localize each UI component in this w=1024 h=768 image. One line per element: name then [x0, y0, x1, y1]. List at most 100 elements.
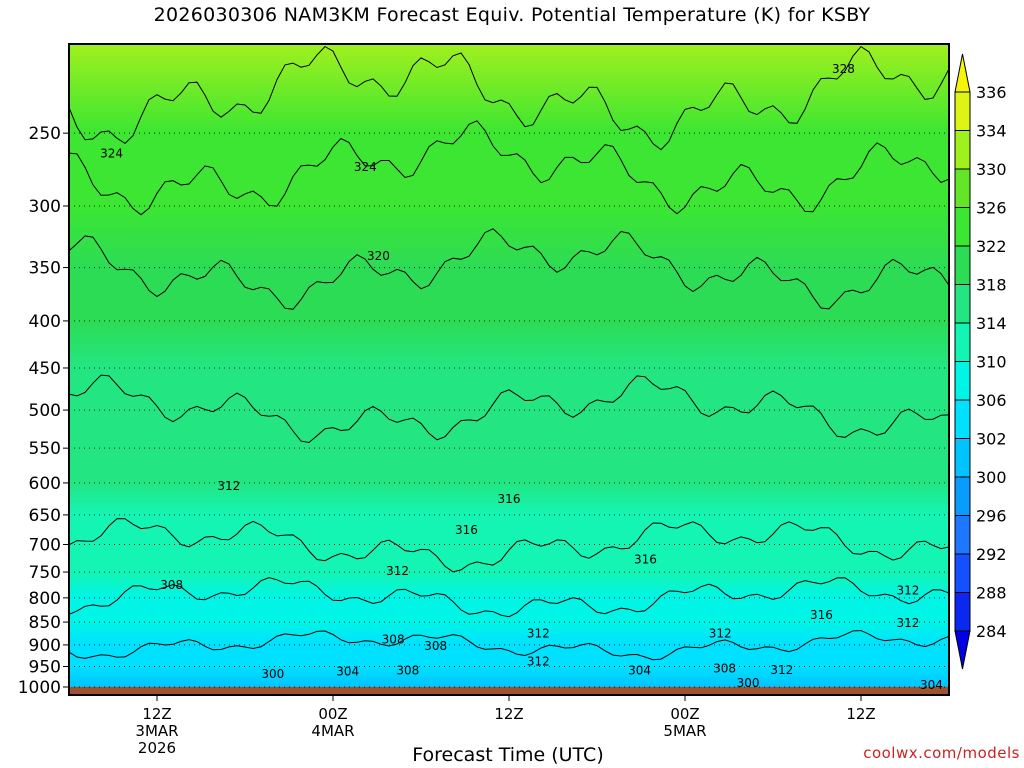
contour-label-22: 304	[628, 664, 651, 678]
y-tick-label-850: 850	[29, 613, 61, 633]
colorbar-label-322: 322	[976, 237, 1007, 256]
isotherm-contours	[69, 45, 949, 661]
contour-label-8: 312	[217, 479, 240, 493]
contour-label-24: 300	[261, 667, 284, 681]
colorbar-box-292	[954, 515, 971, 555]
contour-label-6: 316	[634, 553, 657, 567]
x-tick-label-6-0: 12Z	[142, 705, 171, 723]
contour-label-23: 304	[920, 678, 943, 692]
field-fill	[69, 44, 949, 687]
contour-label-14: 312	[527, 654, 550, 668]
colorbar-box-302	[954, 399, 971, 439]
colorbar-box-330	[954, 130, 971, 170]
contour-label-1: 324	[100, 146, 123, 160]
colorbar-box-306	[954, 361, 971, 401]
contour-label-0: 328	[832, 62, 855, 76]
chart-title: 2026030306 NAM3KM Forecast Equiv. Potent…	[153, 4, 871, 26]
ground-strip	[69, 687, 949, 695]
contour-label-20: 308	[713, 662, 736, 676]
colorbar-min-arrow	[954, 630, 971, 670]
colorbar-label-334: 334	[976, 122, 1007, 141]
colorbar-label-318: 318	[976, 276, 1007, 295]
contour-label-25: 300	[737, 676, 760, 690]
colorbar-box-296	[954, 476, 971, 516]
contour-line-316	[69, 374, 949, 444]
y-tick-label-400: 400	[29, 312, 61, 332]
contour-label-13: 312	[709, 627, 732, 641]
colorbar-label-330: 330	[976, 160, 1007, 179]
y-tick-label-500: 500	[29, 401, 61, 421]
colorbar-label-296: 296	[976, 507, 1007, 526]
contour-label-18: 308	[424, 639, 447, 653]
contour-label-19: 308	[396, 664, 419, 678]
y-tick-label-900: 900	[29, 636, 61, 656]
temperature-field	[69, 44, 949, 695]
x-tick-label-42-0: 00Z	[670, 705, 699, 723]
contour-label-2: 324	[354, 160, 377, 174]
contour-label-9: 312	[386, 564, 409, 578]
contour-label-17: 308	[382, 633, 405, 647]
contour-label-12: 312	[527, 627, 550, 641]
colorbar-box-322	[954, 207, 971, 247]
y-tick-label-1000: 1000	[18, 678, 61, 698]
y-tick-label-950: 950	[29, 658, 61, 678]
contour-label-11: 312	[896, 616, 919, 630]
contour-label-7: 316	[810, 608, 833, 622]
colorbar-box-318	[954, 245, 971, 285]
contour-line-304	[69, 630, 949, 661]
x-tick-label-6-2: 2026	[138, 739, 176, 757]
y-tick-label-350: 350	[29, 259, 61, 279]
contour-label-10: 312	[896, 583, 919, 597]
y-tick-label-450: 450	[29, 359, 61, 379]
colorbar-box-300	[954, 438, 971, 478]
y-tick-label-700: 700	[29, 536, 61, 556]
colorbar-box-288	[954, 553, 971, 593]
colorbar-label-314: 314	[976, 314, 1007, 333]
colorbar-box-310	[954, 322, 971, 362]
contour-line-308	[69, 577, 949, 618]
contour-line-312	[69, 518, 949, 573]
colorbar-label-302: 302	[976, 430, 1007, 449]
y-tick-label-300: 300	[29, 197, 61, 217]
colorbar-label-306: 306	[976, 391, 1007, 410]
colorbar-label-336: 336	[976, 83, 1007, 102]
contour-line-324	[69, 120, 949, 216]
x-tick-label-6-1: 3MAR	[135, 722, 178, 740]
x-tick-label-18-0: 00Z	[318, 705, 347, 723]
colorbar-label-300: 300	[976, 468, 1007, 487]
colorbar-box-334	[954, 91, 971, 131]
contour-label-16: 308	[160, 578, 183, 592]
contour-label-15: 312	[770, 663, 793, 677]
contour-label-4: 316	[498, 492, 521, 506]
colorbar-max-arrow	[954, 53, 971, 93]
colorbar-label-292: 292	[976, 545, 1007, 564]
y-tick-label-550: 550	[29, 439, 61, 459]
plot-frame	[68, 43, 950, 696]
y-tick-label-750: 750	[29, 563, 61, 583]
contour-label-3: 320	[367, 249, 390, 263]
colorbar-box-314	[954, 284, 971, 324]
x-tick-label-42-1: 5MAR	[663, 722, 706, 740]
pressure-grid	[69, 132, 949, 688]
colorbar-label-326: 326	[976, 199, 1007, 218]
contour-line-320	[69, 228, 949, 310]
colorbar-label-284: 284	[976, 622, 1007, 641]
colorbar-box-326	[954, 168, 971, 208]
colorbar: 284 288 292 296 300 302 306 310 314 318 322 326 330 3…	[954, 53, 1007, 670]
contour-line-328	[69, 45, 949, 151]
colorbar-label-288: 288	[976, 584, 1007, 603]
contour-label-21: 304	[336, 665, 359, 679]
x-axis-label: Forecast Time (UTC)	[412, 744, 604, 766]
y-tick-label-250: 250	[29, 124, 61, 144]
contour-labels: 328 324 324 320 316 316 316 316 312 312 312 312 312 3…	[100, 62, 943, 692]
x-tick-label-18-1: 4MAR	[311, 722, 354, 740]
colorbar-label-310: 310	[976, 353, 1007, 372]
y-tick-label-800: 800	[29, 589, 61, 609]
y-tick-label-650: 650	[29, 506, 61, 526]
credit-link[interactable]: coolwx.com/models	[863, 744, 1020, 762]
colorbar-box-284	[954, 592, 971, 632]
x-tick-label-30-0: 12Z	[494, 705, 523, 723]
